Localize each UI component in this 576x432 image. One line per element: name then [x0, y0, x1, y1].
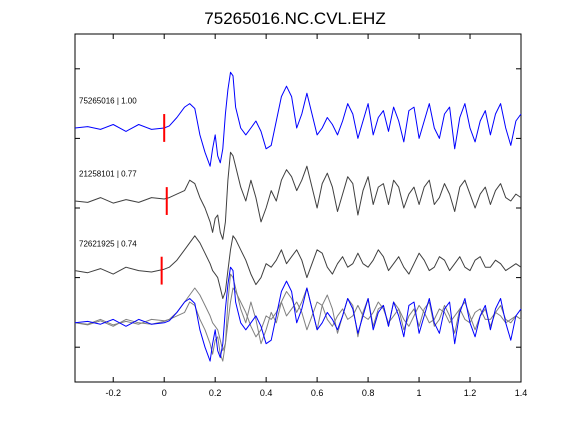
trace-labels: 75265016 | 1.00 21258101 | 0.77 72621925 |…: [79, 97, 137, 249]
chart-title: 75265016.NC.CVL.EHZ: [204, 9, 385, 28]
trace-2: [74, 235, 522, 299]
trace-1: [74, 151, 522, 240]
x-tick-label-6: 1: [417, 388, 422, 398]
x-ticks: -0.2 0 0.2 0.4 0.6 0.8 1 1.2 1.4: [105, 34, 527, 398]
trace-label-0: 75265016 | 1.00: [79, 97, 137, 106]
x-tick-label-4: 0.6: [311, 388, 324, 398]
x-tick-label-7: 1.2: [464, 388, 477, 398]
trace-0: [74, 71, 522, 167]
x-tick-label-8: 1.4: [515, 388, 528, 398]
trace-label-2: 72621925 | 0.74: [79, 239, 137, 248]
trace-label-1: 21258101 | 0.77: [79, 170, 137, 179]
stack-trace-1: [74, 273, 522, 362]
y-ticks: [75, 68, 521, 348]
x-tick-label-0: -0.2: [105, 388, 121, 398]
stacked-traces: [74, 266, 522, 362]
x-tick-label-5: 0.8: [362, 388, 375, 398]
x-tick-label-1: 0: [162, 388, 167, 398]
x-tick-label-3: 0.4: [260, 388, 273, 398]
pick-markers: [160, 114, 168, 285]
waveform-traces: [74, 71, 522, 299]
x-tick-label-2: 0.2: [209, 388, 222, 398]
stack-trace-2: [74, 266, 522, 362]
